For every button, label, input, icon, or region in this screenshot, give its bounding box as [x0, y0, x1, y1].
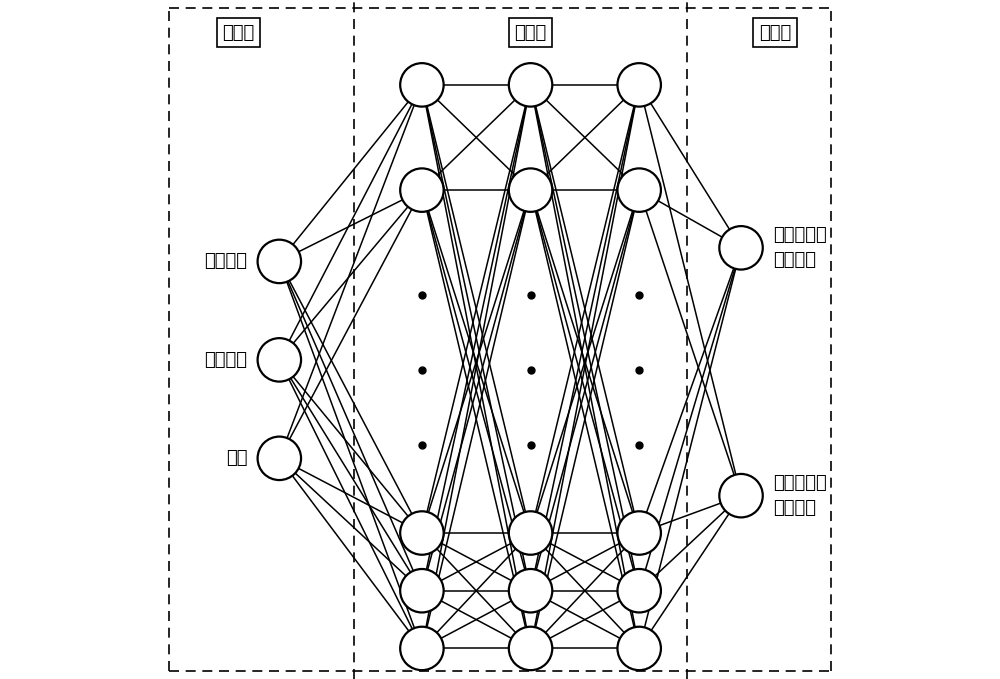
Circle shape	[617, 569, 661, 612]
Circle shape	[509, 569, 552, 612]
Circle shape	[617, 63, 661, 107]
Circle shape	[400, 63, 444, 107]
Text: 长度: 长度	[226, 449, 247, 467]
Circle shape	[258, 338, 301, 382]
Circle shape	[400, 627, 444, 670]
Circle shape	[719, 474, 763, 517]
Circle shape	[509, 63, 552, 107]
Text: 隐藏层: 隐藏层	[514, 24, 547, 42]
Text: 激光光束反
射的概率: 激光光束反 射的概率	[773, 226, 827, 270]
Circle shape	[509, 627, 552, 670]
Text: 输出层: 输出层	[759, 24, 791, 42]
Text: 俧仰角度: 俧仰角度	[204, 351, 247, 369]
Circle shape	[258, 437, 301, 480]
Circle shape	[509, 511, 552, 555]
Circle shape	[509, 168, 552, 212]
Circle shape	[400, 168, 444, 212]
Text: 旋转角度: 旋转角度	[204, 253, 247, 270]
Circle shape	[258, 240, 301, 283]
Circle shape	[617, 168, 661, 212]
Circle shape	[400, 511, 444, 555]
Circle shape	[617, 627, 661, 670]
Circle shape	[719, 226, 763, 270]
Circle shape	[400, 569, 444, 612]
Text: 输入层: 输入层	[222, 24, 255, 42]
Text: 激光光束透
射的概率: 激光光束透 射的概率	[773, 474, 827, 517]
Circle shape	[617, 511, 661, 555]
